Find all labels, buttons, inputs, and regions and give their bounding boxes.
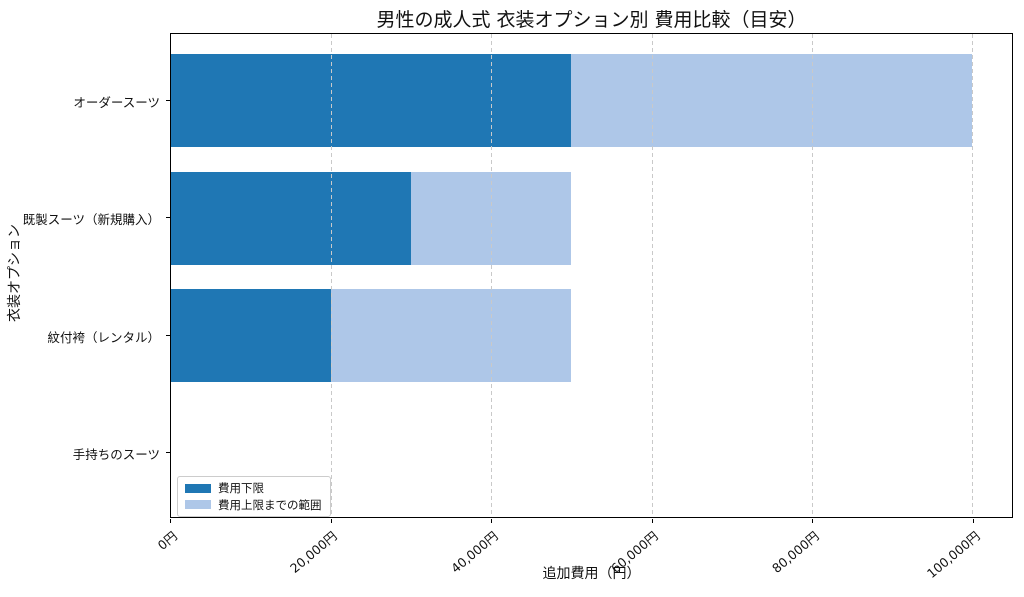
y-tick-mark [166,334,170,336]
y-tick-mark [166,99,170,101]
y-tick-mark [166,217,170,218]
x-tick-label-text: 0円 [154,528,180,553]
gridline [651,34,653,517]
bar-segment [571,54,972,147]
legend-label: 費用上限までの範囲 [218,497,322,512]
legend-swatch [185,483,211,493]
y-axis-label-text: 衣装オプション [7,224,23,322]
x-tick-mark [812,519,814,523]
x-tick-mark [972,519,974,523]
legend-item: 費用上限までの範囲 [185,497,322,512]
x-tick-mark [491,519,493,523]
chart-title: 男性の成人式 衣装オプション別 費用比較（目安） [376,9,807,31]
bar-segment [171,289,332,382]
gridlines-layer [171,34,1012,517]
gridline [331,34,333,517]
legend-swatch [185,500,211,510]
bar-segment [171,171,412,265]
x-tick-mark [170,519,171,523]
legend: 費用下限費用上限までの範囲 [177,476,331,518]
bar-segment [331,289,572,382]
y-tick-label: 既製スーツ（新規購入） [22,212,160,227]
x-tick-mark [651,519,653,523]
gridline [491,34,493,517]
legend-item: 費用下限 [185,482,322,495]
y-tick-label: オーダースーツ [73,94,160,110]
x-axis-label: 追加費用（円） [542,566,641,582]
y-tick-label: 手持ちのスーツ [72,447,160,462]
gridline [971,34,973,517]
x-tick-mark [330,519,332,523]
bar-segment [171,54,572,147]
y-tick-mark [166,452,170,453]
plot-area [170,33,1013,518]
gridline [811,34,813,517]
y-tick-label: 紋付袴（レンタル） [47,329,160,345]
legend-label: 費用下限 [218,481,264,495]
